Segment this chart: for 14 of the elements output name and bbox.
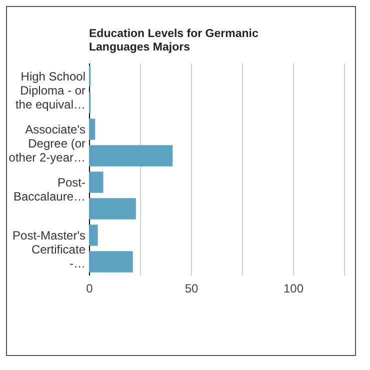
x-tick-label: 50 <box>184 282 198 296</box>
x-tick-label: 100 <box>283 282 304 296</box>
bar <box>89 198 136 220</box>
bar <box>89 172 104 193</box>
bar <box>89 145 173 166</box>
x-tick-label: 0 <box>86 282 94 296</box>
y-tick-label: Post-Master's Certificate -… <box>12 228 86 270</box>
y-tick-label: Post-Baccalaure… <box>13 175 86 204</box>
bar <box>89 118 96 140</box>
chart-title: Education Levels for Germanic Languages Majors <box>89 28 259 54</box>
y-tick-label: Associate's Degree (or other 2-year… <box>8 122 86 164</box>
bar <box>89 224 98 246</box>
y-tick-label: High School Diploma - or the equival… <box>15 69 86 112</box>
bar <box>89 251 133 272</box>
